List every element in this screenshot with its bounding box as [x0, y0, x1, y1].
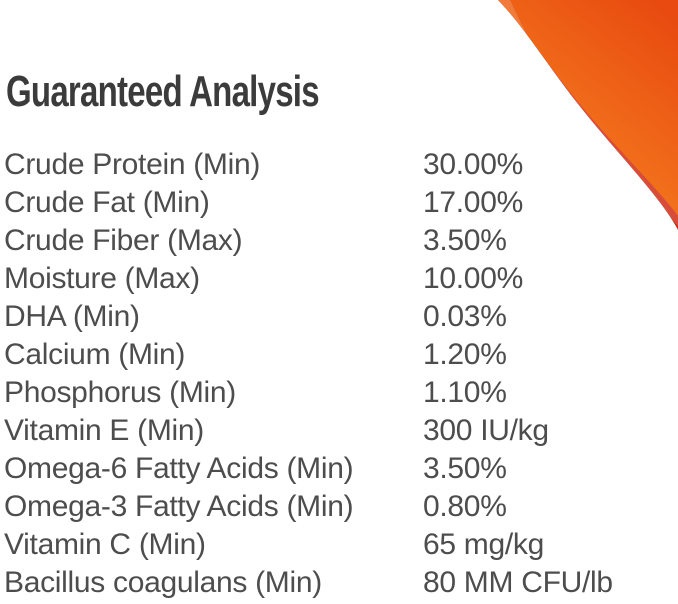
guaranteed-analysis-table: Crude Protein (Min) 30.00% Crude Fat (Mi… [4, 146, 676, 602]
table-row: Omega-6 Fatty Acids (Min) 3.50% [4, 450, 676, 488]
nutrient-name: Omega-6 Fatty Acids (Min) [4, 452, 354, 485]
nutrient-value: 80 MM CFU/lb [423, 566, 613, 599]
nutrient-name: Crude Fiber (Max) [4, 224, 243, 257]
table-row: Calcium (Min) 1.20% [4, 336, 676, 374]
table-row: Vitamin C (Min) 65 mg/kg [4, 526, 676, 564]
nutrient-value: 1.20% [423, 338, 507, 371]
table-row: DHA (Min) 0.03% [4, 298, 676, 336]
nutrient-name: Bacillus coagulans (Min) [4, 566, 322, 599]
nutrient-name: Crude Fat (Min) [4, 186, 210, 219]
table-row: Crude Fat (Min) 17.00% [4, 184, 676, 222]
nutrient-name: Moisture (Max) [4, 262, 200, 295]
nutrient-value: 30.00% [423, 148, 523, 181]
nutrient-value: 3.50% [423, 224, 507, 257]
table-row: Phosphorus (Min) 1.10% [4, 374, 676, 412]
nutrient-name: DHA (Min) [4, 300, 140, 333]
table-row: Bacillus coagulans (Min) 80 MM CFU/lb [4, 564, 676, 602]
nutrient-value: 17.00% [423, 186, 523, 219]
table-row: Moisture (Max) 10.00% [4, 260, 676, 298]
nutrient-name: Crude Protein (Min) [4, 148, 261, 181]
table-row: Omega-3 Fatty Acids (Min) 0.80% [4, 488, 676, 526]
nutrient-name: Vitamin E (Min) [4, 414, 204, 447]
nutrient-value: 300 IU/kg [423, 414, 549, 447]
table-row: Crude Protein (Min) 30.00% [4, 146, 676, 184]
nutrient-value: 0.80% [423, 490, 507, 523]
nutrient-value: 1.10% [423, 376, 507, 409]
nutrient-value: 0.03% [423, 300, 507, 333]
nutrient-value: 65 mg/kg [423, 528, 544, 561]
table-row: Crude Fiber (Max) 3.50% [4, 222, 676, 260]
table-row: Vitamin E (Min) 300 IU/kg [4, 412, 676, 450]
nutrient-name: Phosphorus (Min) [4, 376, 236, 409]
nutrient-name: Calcium (Min) [4, 338, 186, 371]
nutrient-name: Omega-3 Fatty Acids (Min) [4, 490, 354, 523]
page-title: Guaranteed Analysis [6, 67, 320, 116]
nutrient-value: 3.50% [423, 452, 507, 485]
nutrient-name: Vitamin C (Min) [4, 528, 206, 561]
nutrient-value: 10.00% [423, 262, 523, 295]
